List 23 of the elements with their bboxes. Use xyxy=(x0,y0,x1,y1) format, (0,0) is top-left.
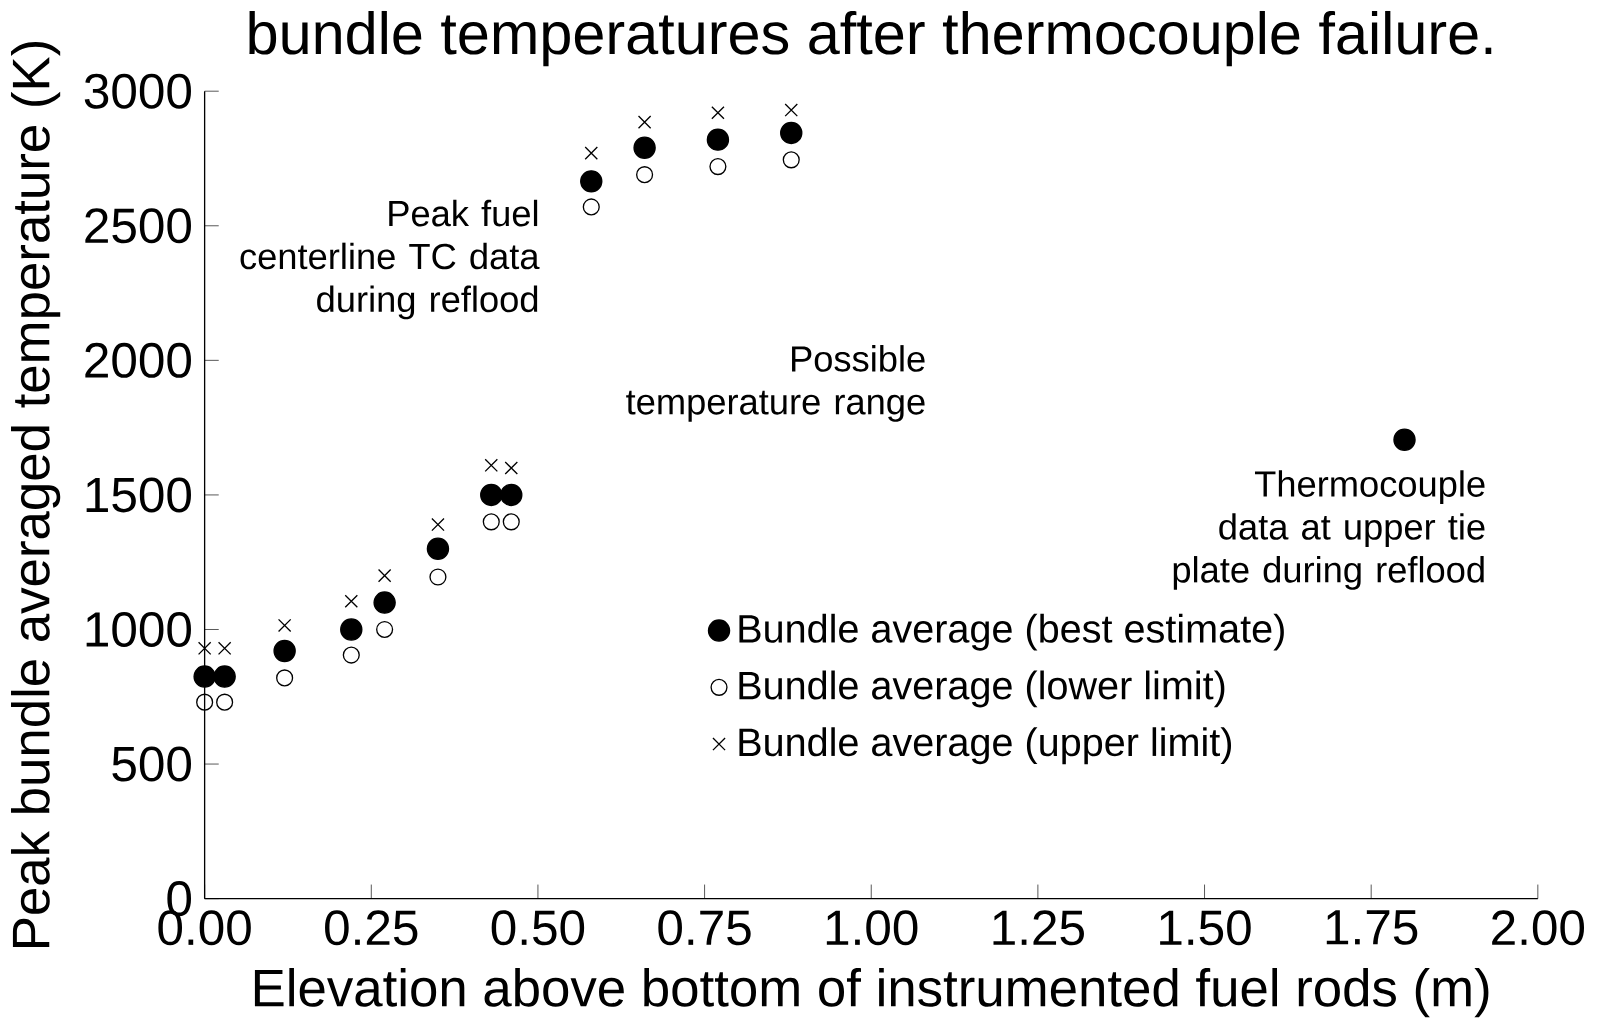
x-tick-label: 1.50 xyxy=(1160,910,1251,946)
x-tick-label: 1.25 xyxy=(993,910,1084,946)
chart-title: bundle temperatures after thermocouple failure. xyxy=(249,10,1492,67)
x-tick-label: 0.75 xyxy=(658,910,751,946)
y-tick-label: 1000 xyxy=(86,611,191,647)
x-tick-label: 1.00 xyxy=(826,910,918,946)
legend-label: Bundle average (lower limit) xyxy=(739,670,1225,708)
x-axis-title: Elevation above bottom of instrumented fuel rods (m) xyxy=(254,967,1489,1018)
x-tick-label: 2.00 xyxy=(1492,910,1585,946)
legend-label: Bundle average (best estimate) xyxy=(739,613,1284,651)
x-tick-label: 0.50 xyxy=(491,910,585,946)
y-axis-title: Peak bundle averaged temperature (K) xyxy=(11,41,61,947)
x-tick-label: 0.25 xyxy=(325,910,418,946)
legend-label: Bundle average (upper limit) xyxy=(739,727,1232,765)
y-tick-label: 2500 xyxy=(85,208,191,244)
annotation: Thermocouple data at upper tie plate during reflood xyxy=(1173,470,1485,590)
y-tick-label: 3000 xyxy=(84,73,191,109)
x-tick-label: 1.75 xyxy=(1326,910,1418,945)
y-tick-label: 500 xyxy=(112,746,191,782)
annotation: Possible temperature range xyxy=(626,345,925,422)
annotation: Peak fuel centerline TC data during reflood xyxy=(240,199,540,320)
y-tick-label: 2000 xyxy=(85,342,191,378)
y-tick-label: 1500 xyxy=(86,477,191,513)
